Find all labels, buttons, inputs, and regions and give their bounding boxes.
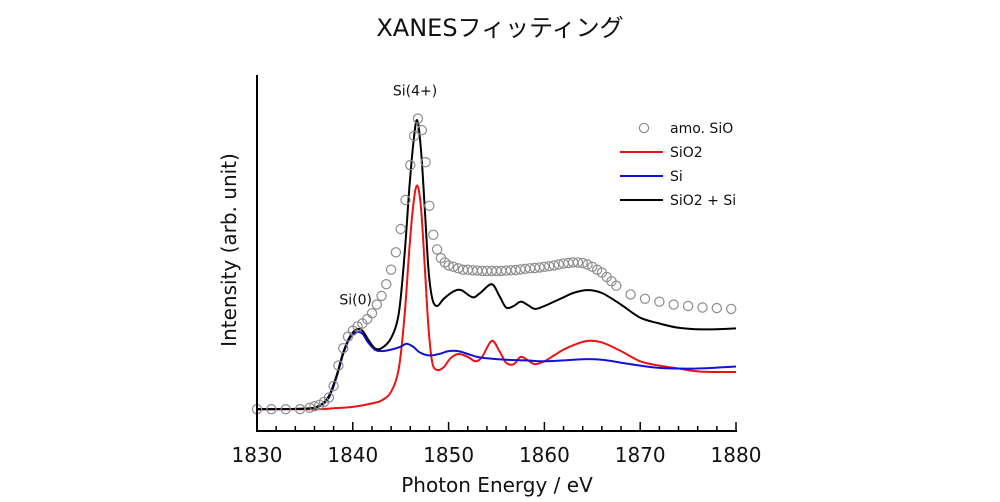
x-tick-label: 1840 (327, 443, 378, 467)
data-point (726, 303, 737, 315)
y-axis-label: Intensity (arb. unit) (217, 153, 241, 347)
data-point (639, 293, 651, 304)
data-point (328, 380, 339, 392)
data-point (266, 404, 277, 415)
data-point (366, 308, 378, 319)
x-axis-label: Photon Energy / eV (401, 473, 593, 497)
series-sio2 (256, 184, 737, 411)
annotation-si-0: Si(0) (339, 293, 372, 309)
data-point (280, 404, 291, 415)
series-line-sio2 (256, 184, 737, 411)
data-point (582, 259, 593, 270)
data-point (323, 392, 335, 403)
data-point (395, 223, 406, 235)
annotation-si-4: Si(4+) (393, 83, 437, 99)
data-point (408, 130, 420, 142)
legend-label: SiO2 + Si (670, 193, 736, 209)
data-point (309, 401, 320, 412)
data-point (572, 257, 584, 268)
data-point (625, 289, 636, 300)
x-tick-label: 1850 (423, 443, 474, 467)
series-line-sio2-si (256, 118, 737, 411)
data-point (577, 257, 588, 269)
data-point (405, 159, 416, 171)
legend-item-si: Si (620, 169, 683, 185)
x-ticks: 1830 1840 1850 1860 1870 1880 (232, 422, 762, 467)
legend: amo. SiO SiO2 Si SiO2 + Si (620, 121, 736, 209)
data-point (548, 260, 560, 271)
data-point (371, 299, 382, 310)
data-point (420, 156, 431, 168)
legend-marker (638, 122, 650, 134)
legend-label: Si (670, 169, 683, 185)
data-point (448, 261, 459, 272)
data-point (553, 259, 565, 270)
data-point (443, 260, 454, 271)
data-point (333, 360, 344, 371)
data-point (654, 296, 665, 307)
x-tick-label: 1870 (615, 443, 666, 467)
legend-label: amo. SiO (670, 121, 733, 137)
data-point (400, 194, 411, 206)
data-point (424, 200, 435, 211)
x-tick-label: 1830 (232, 443, 283, 467)
legend-item-sio2-si: SiO2 + Si (620, 193, 736, 209)
chart-title: XANESフィッティング (376, 14, 624, 42)
data-point (682, 300, 694, 312)
series-amo-sio (251, 113, 737, 415)
data-point (381, 279, 392, 290)
data-point (431, 244, 443, 255)
data-point (390, 247, 402, 258)
data-point (711, 302, 723, 314)
data-point (611, 280, 622, 291)
legend-item-amo-sio: amo. SiO (638, 121, 733, 137)
data-point (697, 302, 708, 313)
data-point (668, 299, 679, 310)
x-tick-label: 1860 (519, 443, 570, 467)
data-point (338, 343, 349, 354)
legend-label: SiO2 (670, 145, 703, 161)
data-point (385, 264, 397, 275)
series-sio2-si (256, 118, 737, 411)
data-point (416, 124, 427, 136)
data-point (428, 229, 439, 240)
legend-item-sio2: SiO2 (620, 145, 703, 161)
x-tick-label: 1880 (711, 443, 762, 467)
data-point (544, 261, 555, 272)
data-point (304, 402, 315, 413)
data-point (412, 113, 424, 124)
series-layer (251, 113, 737, 415)
data-point (376, 290, 387, 302)
annotations: Si(0) Si(4+) (339, 83, 437, 308)
